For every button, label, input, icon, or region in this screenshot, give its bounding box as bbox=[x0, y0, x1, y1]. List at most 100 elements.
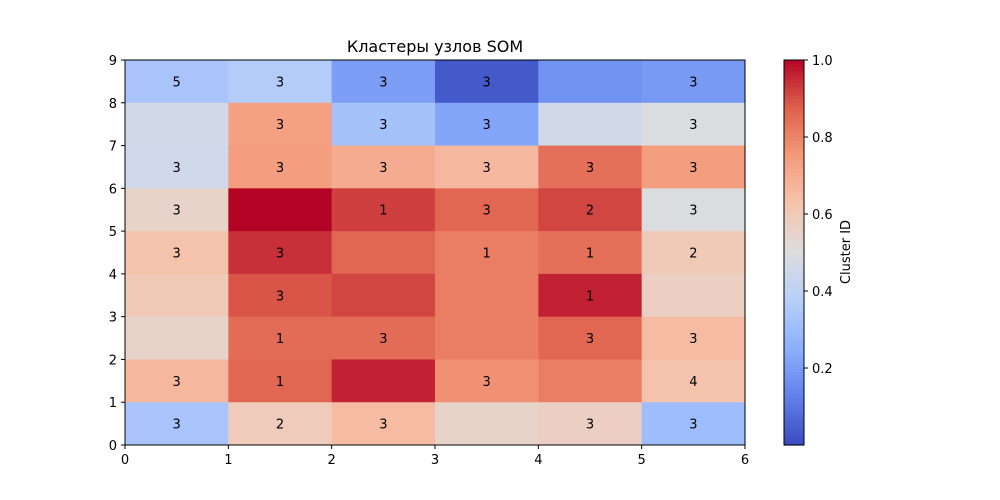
y-tick-label: 0 bbox=[109, 439, 117, 454]
heatmap-cell bbox=[435, 231, 539, 275]
colorbar-segment bbox=[784, 396, 804, 401]
colorbar-segment bbox=[784, 271, 804, 276]
x-tick-label: 6 bbox=[741, 453, 749, 468]
cell-label: 3 bbox=[379, 118, 387, 133]
y-tick-label: 9 bbox=[109, 54, 117, 69]
heatmap-cells bbox=[125, 60, 746, 446]
colorbar-segment bbox=[784, 98, 804, 103]
heatmap-cell bbox=[125, 102, 229, 147]
heatmap-cell bbox=[538, 316, 643, 360]
y-tick-label: 5 bbox=[109, 225, 117, 240]
colorbar-tick-label: 1.0 bbox=[812, 54, 833, 69]
cell-label: 3 bbox=[689, 332, 697, 347]
colorbar-segment bbox=[784, 274, 804, 279]
x-tick-label: 1 bbox=[224, 453, 232, 468]
colorbar-tick-label: 0.2 bbox=[812, 362, 833, 377]
cell-label: 1 bbox=[586, 247, 594, 262]
colorbar-segment bbox=[784, 390, 804, 395]
heatmap-cell bbox=[641, 359, 746, 403]
heatmap-cell bbox=[228, 273, 333, 318]
colorbar-segment bbox=[784, 178, 804, 183]
colorbar-segment bbox=[784, 416, 804, 420]
colorbar-segment bbox=[784, 400, 804, 404]
colorbar-segment bbox=[784, 419, 804, 424]
colorbar-segment bbox=[784, 387, 804, 392]
colorbar-segment bbox=[784, 63, 804, 68]
y-axis: 0 1 2 3 4 5 6 7 8 9 bbox=[109, 54, 125, 454]
colorbar-segment bbox=[784, 300, 804, 305]
cell-label: 5 bbox=[173, 75, 181, 90]
heatmap-cell bbox=[228, 316, 333, 360]
heatmap-cell bbox=[538, 359, 643, 403]
colorbar-segment bbox=[784, 355, 804, 359]
colorbar-segment bbox=[784, 153, 804, 157]
heatmap-cell bbox=[228, 359, 333, 403]
cell-label: 3 bbox=[689, 75, 697, 90]
colorbar-tick-label: 0.6 bbox=[812, 208, 833, 223]
colorbar-segment bbox=[784, 323, 804, 327]
colorbar-segment bbox=[784, 249, 804, 254]
colorbar-segment bbox=[784, 149, 804, 154]
heatmap-cell bbox=[125, 316, 229, 360]
colorbar-segment bbox=[784, 368, 804, 372]
colorbar-segment bbox=[784, 425, 804, 430]
heatmap-cell bbox=[331, 60, 436, 104]
colorbar-segment bbox=[784, 236, 804, 241]
colorbar-segment bbox=[784, 239, 804, 244]
colorbar-segment bbox=[784, 358, 804, 363]
cell-label: 3 bbox=[689, 204, 697, 219]
heatmap-cell bbox=[331, 402, 436, 446]
colorbar-segment bbox=[784, 432, 804, 436]
colorbar-segment bbox=[784, 214, 804, 218]
colorbar-segment bbox=[784, 403, 804, 408]
cell-label: 3 bbox=[483, 204, 491, 219]
heatmap-cell bbox=[641, 145, 746, 189]
heatmap-cell bbox=[331, 188, 436, 232]
colorbar-segment bbox=[784, 316, 804, 321]
colorbar-segment bbox=[784, 332, 804, 337]
colorbar-segment bbox=[784, 242, 804, 247]
x-tick-label: 5 bbox=[638, 453, 646, 468]
colorbar-segment bbox=[784, 303, 804, 308]
colorbar-segment bbox=[784, 441, 804, 446]
colorbar-segment bbox=[784, 111, 804, 116]
heatmap-cell bbox=[435, 273, 539, 318]
heatmap-cell bbox=[125, 60, 229, 104]
colorbar-segment bbox=[784, 255, 804, 260]
y-tick-label: 7 bbox=[109, 140, 117, 155]
colorbar-label: Cluster ID bbox=[839, 220, 854, 284]
colorbar-segment bbox=[784, 361, 804, 366]
colorbar-segment bbox=[784, 409, 804, 414]
colorbar: 0.2 0.4 0.6 0.8 1.0 bbox=[783, 54, 833, 446]
heatmap-cell bbox=[228, 188, 333, 232]
colorbar-segment bbox=[784, 313, 804, 318]
colorbar-segment bbox=[784, 252, 804, 257]
heatmap-cell bbox=[538, 60, 643, 104]
colorbar-segment bbox=[784, 140, 804, 145]
heatmap-cell bbox=[125, 359, 229, 403]
heatmap-cell bbox=[331, 102, 436, 147]
colorbar-segment bbox=[784, 130, 804, 135]
colorbar-segment bbox=[784, 335, 804, 340]
cell-label: 3 bbox=[689, 418, 697, 433]
cell-label: 3 bbox=[379, 332, 387, 347]
colorbar-segment bbox=[784, 66, 804, 71]
colorbar-segment bbox=[784, 435, 804, 440]
colorbar-segment bbox=[784, 412, 804, 417]
colorbar-segment bbox=[784, 220, 804, 225]
colorbar-segment bbox=[784, 342, 804, 347]
colorbar-segment bbox=[784, 207, 804, 212]
cell-label: 2 bbox=[689, 247, 697, 262]
colorbar-segment bbox=[784, 124, 804, 128]
colorbar-segment bbox=[784, 108, 804, 112]
cell-label: 3 bbox=[276, 118, 284, 133]
cell-label: 1 bbox=[586, 289, 594, 304]
heatmap-cell-labels: 5 3 3 3 3 3 3 3 3 3 3 3 3 3 3 3 1 3 2 3 3 3 1 1 2 3 1 1 3 3 3 3 1 3 4 3 2 3 3 3 bbox=[173, 75, 698, 432]
colorbar-segment bbox=[784, 428, 804, 433]
colorbar-segment bbox=[784, 133, 804, 138]
colorbar-segment bbox=[784, 191, 804, 196]
cell-label: 3 bbox=[379, 161, 387, 176]
colorbar-segment bbox=[784, 278, 804, 282]
colorbar-segment bbox=[784, 384, 804, 388]
